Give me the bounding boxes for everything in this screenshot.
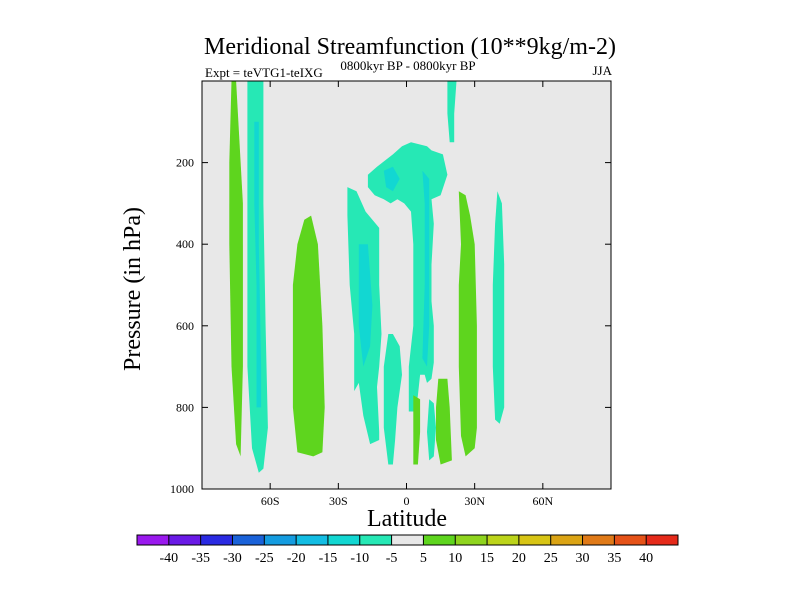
contour-region-15 bbox=[492, 191, 505, 424]
colorbar-label: -10 bbox=[350, 551, 369, 566]
x-tick-label: 60S bbox=[261, 494, 280, 508]
experiment-label: Expt = teVTG1-teIXG bbox=[205, 65, 323, 80]
colorbar-label: -5 bbox=[386, 551, 398, 566]
contour-region-10 bbox=[383, 334, 402, 465]
colorbar-label: -40 bbox=[159, 551, 178, 566]
colorbar: -40 -35 -30 -25 -20 -15 -10 -5 5 10 15 20 25 30 35 40 bbox=[136, 534, 679, 566]
season-label: JJA bbox=[592, 63, 612, 78]
contour-region-13 bbox=[436, 378, 452, 465]
colorbar-label: 25 bbox=[544, 551, 558, 566]
time-range-label: 0800kyr BP - 0800kyr BP bbox=[340, 58, 475, 73]
contour-region-4 bbox=[292, 215, 325, 457]
x-axis-label: Latitude bbox=[367, 506, 447, 532]
colorbar-label: 40 bbox=[639, 551, 653, 566]
chart-title: Meridional Streamfunction (10**9kg/m-2) bbox=[204, 34, 616, 60]
colorbar-label: 35 bbox=[607, 551, 621, 566]
plot-area: 60S 30S 0 30N 60N 200 400 600 800 1000 bbox=[170, 80, 612, 508]
colorbar-label: 5 bbox=[420, 551, 427, 566]
colorbar-swatch bbox=[550, 535, 583, 545]
contour-region-1 bbox=[229, 81, 243, 457]
colorbar-swatch bbox=[614, 535, 647, 545]
contour-region-9 bbox=[422, 170, 430, 367]
colorbar-swatch bbox=[168, 535, 201, 545]
colorbar-swatch bbox=[200, 535, 233, 545]
colorbar-label: -20 bbox=[287, 551, 306, 566]
x-tick-label: 60N bbox=[532, 494, 553, 508]
y-tick-label: 1000 bbox=[170, 482, 194, 496]
colorbar-swatch bbox=[582, 535, 615, 545]
x-tick-label: 30S bbox=[329, 494, 348, 508]
colorbar-label: 20 bbox=[512, 551, 526, 566]
colorbar-swatch bbox=[327, 535, 361, 545]
colorbar-swatch bbox=[646, 535, 679, 545]
contour-region-16 bbox=[447, 81, 457, 143]
colorbar-swatch bbox=[391, 535, 424, 545]
colorbar-label: 30 bbox=[576, 551, 590, 566]
colorbar-label: -25 bbox=[255, 551, 274, 566]
contour-region-12 bbox=[427, 399, 436, 461]
colorbar-swatch bbox=[518, 535, 551, 545]
y-tick-label: 800 bbox=[176, 400, 194, 414]
contour-region-11 bbox=[413, 395, 421, 465]
colorbar-swatch bbox=[137, 535, 170, 545]
colorbar-swatch bbox=[455, 535, 488, 545]
colorbar-label: -15 bbox=[319, 551, 338, 566]
colorbar-swatch bbox=[423, 535, 456, 545]
colorbar-label: 10 bbox=[448, 551, 462, 566]
colorbar-frame bbox=[136, 534, 679, 546]
colorbar-swatch bbox=[296, 535, 329, 545]
y-tick-label: 600 bbox=[176, 319, 194, 333]
colorbar-label: 15 bbox=[480, 551, 494, 566]
colorbar-swatch bbox=[487, 535, 520, 545]
x-tick-label: 30N bbox=[464, 494, 485, 508]
colorbar-swatch bbox=[264, 535, 297, 545]
contour-region-3 bbox=[254, 121, 262, 408]
contour-region-8 bbox=[383, 166, 400, 192]
colorbar-swatch bbox=[232, 535, 265, 545]
y-tick-label: 200 bbox=[176, 156, 194, 170]
y-tick-label: 400 bbox=[176, 237, 194, 251]
x-tick-label: 0 bbox=[404, 494, 410, 508]
y-axis-label: Pressure (in hPa) bbox=[120, 207, 146, 371]
contour-region-6 bbox=[358, 244, 373, 367]
colorbar-label: -30 bbox=[223, 551, 242, 566]
colorbar-swatch bbox=[359, 535, 392, 545]
colorbar-label: -35 bbox=[191, 551, 210, 566]
contour-region-14 bbox=[458, 191, 477, 457]
